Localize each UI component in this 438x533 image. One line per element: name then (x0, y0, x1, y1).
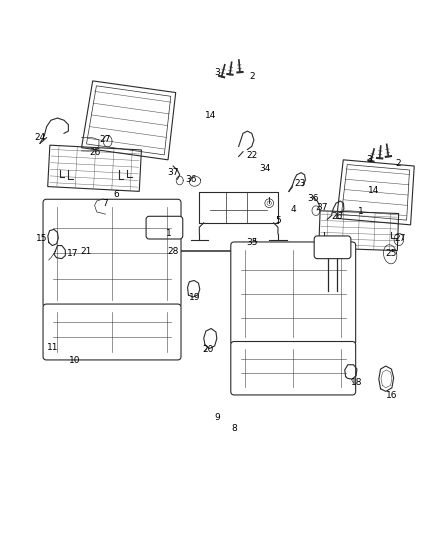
Text: 7: 7 (102, 199, 108, 208)
Text: 4: 4 (290, 205, 296, 214)
Text: 18: 18 (351, 378, 362, 387)
FancyBboxPatch shape (314, 236, 351, 259)
Text: 20: 20 (202, 345, 214, 354)
Text: 27: 27 (395, 233, 406, 243)
Text: 34: 34 (259, 164, 271, 173)
Text: 21: 21 (80, 247, 92, 256)
Text: 26: 26 (89, 149, 100, 157)
FancyBboxPatch shape (231, 342, 356, 395)
Text: 16: 16 (386, 391, 397, 400)
Text: 14: 14 (368, 185, 380, 195)
FancyBboxPatch shape (43, 199, 181, 308)
Text: 5: 5 (275, 216, 281, 225)
Text: 24: 24 (34, 133, 46, 142)
FancyBboxPatch shape (231, 242, 356, 345)
Text: 2: 2 (395, 159, 401, 168)
Text: 17: 17 (67, 249, 78, 258)
Text: 36: 36 (307, 195, 318, 203)
Text: 19: 19 (189, 293, 201, 302)
Text: 37: 37 (316, 203, 327, 212)
Text: 15: 15 (36, 233, 48, 243)
Text: 9: 9 (214, 413, 220, 422)
Text: 6: 6 (113, 190, 119, 199)
Text: 3: 3 (367, 155, 372, 164)
FancyBboxPatch shape (43, 304, 181, 360)
Text: 23: 23 (294, 179, 305, 188)
Text: 28: 28 (167, 247, 179, 256)
Text: 14: 14 (205, 111, 216, 120)
Text: 25: 25 (386, 249, 397, 258)
Text: 36: 36 (185, 175, 196, 184)
Text: 3: 3 (214, 68, 220, 77)
Text: 26: 26 (331, 212, 343, 221)
Text: 1: 1 (358, 207, 364, 216)
Text: 1: 1 (166, 229, 172, 238)
Text: 22: 22 (246, 151, 258, 160)
Text: 11: 11 (47, 343, 59, 352)
Text: 37: 37 (167, 168, 179, 177)
Text: 35: 35 (246, 238, 258, 247)
Text: 27: 27 (100, 135, 111, 144)
Text: 10: 10 (69, 356, 81, 365)
Text: 2: 2 (249, 72, 254, 81)
Text: 8: 8 (231, 424, 237, 433)
FancyBboxPatch shape (146, 216, 183, 239)
